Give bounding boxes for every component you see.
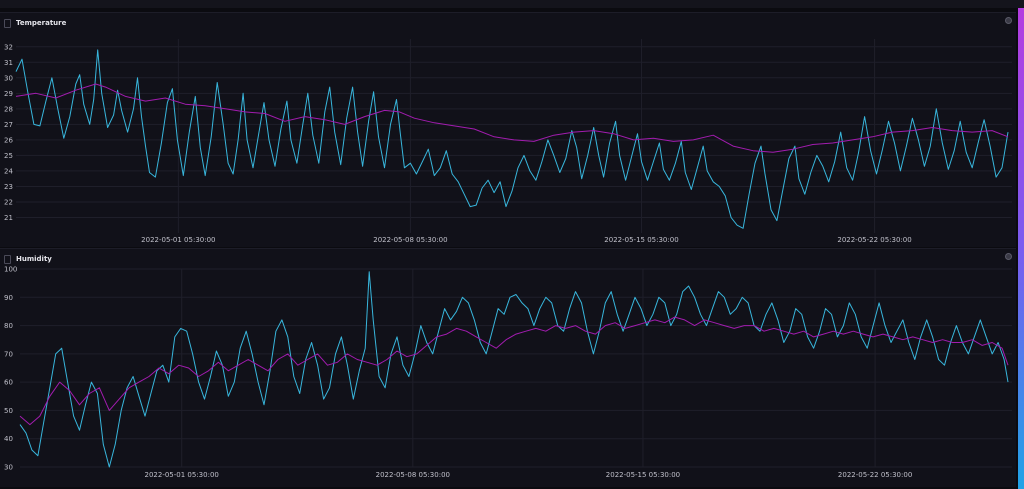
y-tick-label: 31: [4, 59, 13, 67]
x-tick-label: 2022-05-01 05:30:00: [141, 236, 215, 244]
y-tick-label: 40: [4, 435, 13, 443]
panel-header[interactable]: Humidity: [4, 252, 52, 266]
series-line-2: [19, 316, 1009, 426]
y-tick-label: 28: [4, 105, 13, 113]
drag-handle-icon[interactable]: [4, 254, 11, 264]
temperature-chart: 32 31 30 29 28 27 26 25 24 23 22 21 2022-05-01 05:30…: [4, 39, 1012, 244]
theme-stripe: [1018, 8, 1024, 489]
y-tick-label: 25: [4, 152, 13, 160]
y-tick-label: 60: [4, 379, 13, 387]
series-line-1: [19, 271, 1009, 468]
x-tick-label: 2022-05-22 05:30:00: [838, 471, 912, 479]
series-line-2: [15, 83, 1009, 153]
y-tick-label: 21: [4, 214, 13, 222]
y-tick-label: 24: [4, 167, 13, 175]
y-tick-label: 50: [4, 407, 13, 415]
panel-header[interactable]: Temperature: [4, 16, 66, 30]
y-tick-label: 80: [4, 322, 13, 330]
x-tick-label: 2022-05-15 05:30:00: [604, 236, 678, 244]
y-tick-label: 30: [4, 464, 13, 472]
panel-title: Temperature: [16, 19, 67, 27]
y-tick-label: 90: [4, 294, 13, 302]
y-tick-label: 22: [4, 198, 13, 206]
humidity-chart: 100 90 80 70 60 50 40 30 2022-05-01 05:30:00 2022…: [4, 266, 1012, 479]
gear-icon[interactable]: [1005, 253, 1012, 260]
gear-icon[interactable]: [1005, 17, 1012, 24]
x-tick-label: 2022-05-01 05:30:00: [145, 471, 219, 479]
y-tick-label: 70: [4, 350, 13, 358]
x-tick-label: 2022-05-22 05:30:00: [837, 236, 911, 244]
y-tick-label: 29: [4, 90, 13, 98]
y-tick-label: 32: [4, 43, 13, 51]
drag-handle-icon[interactable]: [4, 18, 11, 28]
temperature-panel: Temperature 32 31 30 29 28 27 26 25 24 23 22 21 2022…: [0, 12, 1016, 247]
x-tick-label: 2022-05-15 05:30:00: [606, 471, 680, 479]
top-toolbar: [0, 0, 1024, 8]
y-tick-label: 100: [4, 266, 17, 274]
y-tick-label: 23: [4, 183, 13, 191]
humidity-panel: Humidity 100 90 80 70 60 50 40 30 2022-05-01 05:…: [0, 248, 1016, 487]
x-tick-label: 2022-05-08 05:30:00: [373, 236, 447, 244]
x-tick-label: 2022-05-08 05:30:00: [376, 471, 450, 479]
y-tick-label: 27: [4, 121, 13, 129]
y-tick-label: 26: [4, 136, 13, 144]
series-line-1: [15, 49, 1009, 229]
panel-title: Humidity: [16, 255, 52, 263]
y-tick-label: 30: [4, 74, 13, 82]
